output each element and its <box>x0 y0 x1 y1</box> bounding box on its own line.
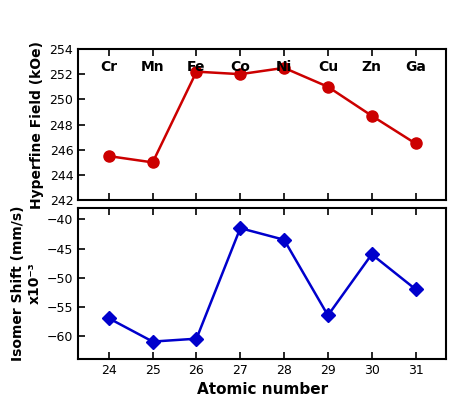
Y-axis label: Isomer Shift (mm/s)
x10⁻³: Isomer Shift (mm/s) x10⁻³ <box>11 206 41 361</box>
Text: Ni: Ni <box>275 60 291 73</box>
Y-axis label: Hyperfine Field (kOe): Hyperfine Field (kOe) <box>30 40 44 208</box>
Text: Co: Co <box>230 60 250 73</box>
Text: Cr: Cr <box>100 60 117 73</box>
X-axis label: Atomic number: Atomic number <box>196 382 327 397</box>
Text: Cu: Cu <box>317 60 337 73</box>
Text: Fe: Fe <box>187 60 205 73</box>
Text: Zn: Zn <box>361 60 381 73</box>
Text: Ga: Ga <box>404 60 425 73</box>
Text: Mn: Mn <box>140 60 164 73</box>
